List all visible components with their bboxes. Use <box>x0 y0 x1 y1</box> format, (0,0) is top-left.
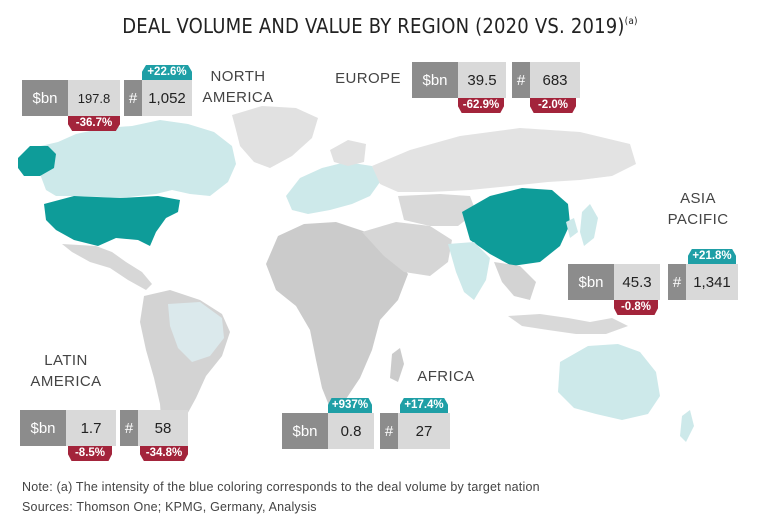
north-america-value-change: -36.7% <box>68 116 120 131</box>
region-label-europe: EUROPE <box>335 70 401 87</box>
region-label-north-america: NORTH AMERICA <box>202 68 274 106</box>
alaska-shape <box>18 146 56 176</box>
value-unit: $bn <box>568 264 614 300</box>
africa-value-change: +937% <box>328 398 372 413</box>
count: 683 <box>530 62 580 98</box>
region-label-africa: AFRICA <box>417 368 475 385</box>
usa-shape <box>44 196 180 246</box>
count: 27 <box>398 413 450 449</box>
brazil-shape <box>168 302 224 362</box>
australia-shape <box>558 344 660 420</box>
region-label-asia-pacific: ASIA PACIFIC <box>667 190 729 228</box>
value: 45.3 <box>614 264 660 300</box>
region-label-latin-america: LATIN AMERICA <box>30 352 102 390</box>
latin-america-value-change: -8.5% <box>68 446 112 461</box>
africa-value-box: $bn 0.8 <box>282 413 374 449</box>
asia-pacific-value-change: -0.8% <box>614 300 658 315</box>
value-unit: $bn <box>282 413 328 449</box>
europe-value-change: -62.9% <box>458 98 504 113</box>
chart-title: DEAL VOLUME AND VALUE BY REGION (2020 VS… <box>122 14 638 38</box>
count-unit: # <box>124 80 142 116</box>
india-shape <box>448 242 490 300</box>
sources: Sources: Thomson One; KPMG, Germany, Ana… <box>22 500 317 514</box>
count-unit: # <box>380 413 398 449</box>
europe-shape <box>286 162 380 214</box>
latin-america-value-box: $bn 1.7 <box>20 410 116 446</box>
russia-shape <box>372 128 636 192</box>
count-unit: # <box>120 410 138 446</box>
europe-count-change: -2.0% <box>530 98 576 113</box>
mexico-shape <box>62 244 152 290</box>
indonesia-shape <box>508 314 628 334</box>
north-america-count-change: +22.6% <box>142 65 192 80</box>
africa-shape <box>266 222 408 408</box>
new-zealand-shape <box>680 410 694 442</box>
value-unit: $bn <box>22 80 68 116</box>
europe-value-box: $bn 39.5 <box>412 62 506 98</box>
scandinavia-shape <box>330 140 366 166</box>
value: 39.5 <box>458 62 506 98</box>
southeast-asia-shape <box>494 262 536 300</box>
count: 1,341 <box>686 264 738 300</box>
title-footnote-marker: (a) <box>624 16 638 27</box>
value-unit: $bn <box>412 62 458 98</box>
africa-count-box: # 27 <box>380 413 450 449</box>
canada-shape <box>32 120 236 198</box>
north-america-count-box: # 1,052 <box>124 80 192 116</box>
footnote: Note: (a) The intensity of the blue colo… <box>22 480 540 494</box>
middle-east-shape <box>362 222 452 276</box>
count: 1,052 <box>142 80 192 116</box>
africa-count-change: +17.4% <box>400 398 448 413</box>
count-unit: # <box>512 62 530 98</box>
korea-shape <box>566 218 578 238</box>
japan-shape <box>580 204 598 246</box>
value-unit: $bn <box>20 410 66 446</box>
madagascar-shape <box>390 348 404 382</box>
greenland-shape <box>232 106 318 168</box>
asia-pacific-count-box: # 1,341 <box>668 264 738 300</box>
asia-pacific-count-change: +21.8% <box>688 249 736 264</box>
value: 0.8 <box>328 413 374 449</box>
latin-america-count-box: # 58 <box>120 410 188 446</box>
value: 197.8 <box>68 80 120 116</box>
count-unit: # <box>668 264 686 300</box>
central-asia-shape <box>398 194 476 226</box>
count: 58 <box>138 410 188 446</box>
north-america-value-box: $bn 197.8 <box>22 80 120 116</box>
asia-pacific-value-box: $bn 45.3 <box>568 264 660 300</box>
europe-count-box: # 683 <box>512 62 580 98</box>
latin-america-count-change: -34.8% <box>140 446 188 461</box>
china-shape <box>462 188 570 266</box>
value: 1.7 <box>66 410 116 446</box>
